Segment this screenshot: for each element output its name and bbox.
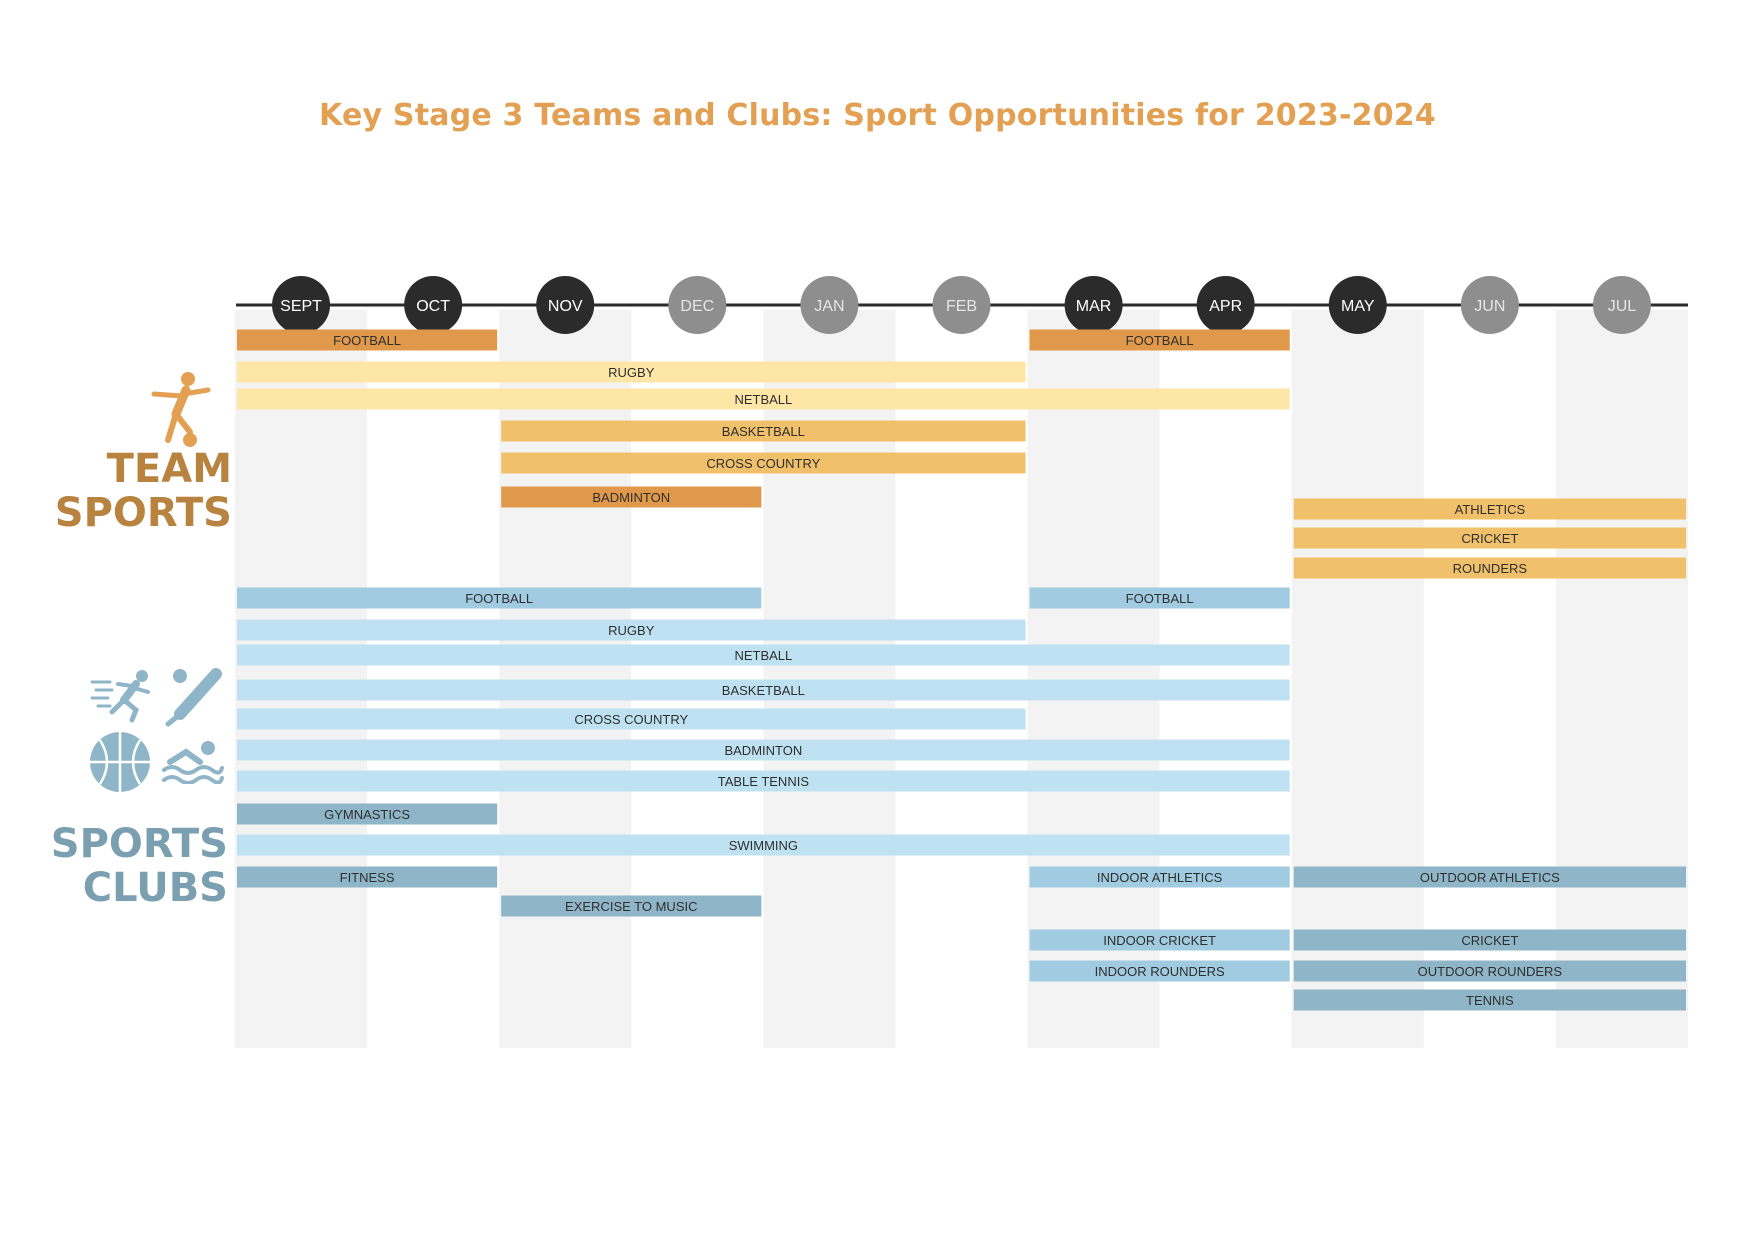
sports-clubs-bar-label: FOOTBALL [1126,591,1194,606]
sports-clubs-bar-outdoor-athletics [1293,866,1686,888]
sports-clubs-bar-cross-country [237,708,1026,730]
team-sports-bar-label: CROSS COUNTRY [706,456,820,471]
team-sports-bar-label: BASKETBALL [722,424,805,439]
team-sports-label: TEAM SPORTS [40,447,232,535]
sports-clubs-bar-badminton [237,739,1290,761]
page-title: Key Stage 3 Teams and Clubs: Sport Oppor… [319,98,1436,133]
month-label: MAR [1076,298,1112,315]
team-sports-bar-label: ROUNDERS [1453,561,1528,576]
month-column-jul [1555,310,1688,1048]
sports-clubs-bar-label: BASKETBALL [722,683,805,698]
sports-clubs-bar-rugby [237,619,1026,641]
sports-clubs-bar-label: INDOOR ROUNDERS [1095,964,1225,979]
team-sports-bar-label: BADMINTON [592,490,670,505]
month-label: APR [1209,298,1242,315]
basketball-icon [90,732,150,792]
sports-clubs-bar-label: GYMNASTICS [324,807,410,822]
sports-clubs-bar-label: TENNIS [1466,993,1514,1008]
month-marker-feb [932,276,991,334]
sports-clubs-bar-netball [237,644,1290,666]
sports-clubs-bar-gymnastics [237,803,498,825]
month-label: NOV [548,298,583,315]
month-marker-nov [536,276,595,334]
sports-clubs-bar-football [237,587,762,609]
sports-clubs-label-line1: SPORTS [50,821,228,867]
sports-clubs-bar-tennis [1293,989,1686,1011]
sports-clubs-bar-label: INDOOR CRICKET [1103,933,1216,948]
month-markers: SEPT OCT NOV DEC JAN FEB MAR APR MAY JUN JUL [272,276,1651,334]
team-sports-bar-football [237,329,498,351]
team-sports-bar-badminton [501,486,762,508]
sports-clubs-bar-swimming [237,834,1290,856]
cricket-bat-icon [165,668,222,727]
sports-clubs-bar-label: OUTDOOR ATHLETICS [1420,870,1560,885]
sports-clubs-bar-indoor-athletics [1029,866,1290,888]
sports-clubs-bar-label: RUGBY [608,623,655,638]
runner-icon [90,670,150,723]
sports-clubs-bar-cricket [1293,929,1686,951]
sports-clubs-bar-fitness [237,866,498,888]
sports-clubs-bar-label: NETBALL [734,648,792,663]
team-sports-bar-cricket [1293,527,1686,549]
sports-clubs-bar-label: EXERCISE TO MUSIC [565,899,697,914]
month-marker-jul [1592,276,1651,334]
sports-clubs-bar-indoor-cricket [1029,929,1290,951]
month-column-mar [1027,310,1160,1048]
sports-clubs-label: SPORTS CLUBS [40,822,228,910]
team-sports-bar-rugby [237,361,1026,383]
month-marker-sept [272,276,331,334]
team-sports-bar-cross-country [501,452,1026,474]
team-sports-label-line2: SPORTS [54,490,232,536]
team-sports-bar-athletics [1293,498,1686,520]
sports-clubs-bar-football [1029,587,1290,609]
sports-clubs-bar-exercise-to-music [501,895,762,917]
team-sports-bar-basketball [501,420,1026,442]
month-marker-jan [800,276,859,334]
sports-clubs-bar-label: FOOTBALL [465,591,533,606]
month-marker-dec [668,276,727,334]
team-sports-bar-rounders [1293,557,1686,579]
team-sports-bar-label: NETBALL [734,392,792,407]
month-marker-oct [404,276,463,334]
sports-clubs-bar-label: CRICKET [1461,933,1518,948]
month-marker-apr [1196,276,1255,334]
month-marker-mar [1064,276,1123,334]
month-column-sept [235,310,368,1048]
sports-clubs-bar-label: BADMINTON [724,743,802,758]
swimmer-icon [162,741,224,784]
team-sports-bar-football [1029,329,1290,351]
month-label: FEB [946,298,977,315]
sports-clubs-bar-label: FITNESS [340,870,395,885]
team-sports-bar-label: FOOTBALL [1126,333,1194,348]
month-column-may [1291,310,1424,1048]
month-label: JUN [1474,298,1505,315]
sports-clubs-bar-indoor-rounders [1029,960,1290,982]
team-sports-bar-label: RUGBY [608,365,655,380]
team-sports-label-line1: TEAM [106,446,232,492]
team-sports-bar-label: ATHLETICS [1455,502,1526,517]
month-label: SEPT [280,298,322,315]
sports-clubs-bar-table-tennis [237,770,1290,792]
sports-clubs-bar-outdoor-rounders [1293,960,1686,982]
month-marker-may [1328,276,1387,334]
football-player-icon [151,372,211,447]
month-label: MAY [1341,298,1375,315]
sports-clubs-bar-label: INDOOR ATHLETICS [1097,870,1223,885]
month-label: DEC [680,298,714,315]
month-label: JUL [1608,298,1637,315]
team-sports-bar-label: FOOTBALL [333,333,401,348]
activity-bars: FOOTBALL FOOTBALL RUGBY NETBALL BASKETBALL CR… [237,329,1686,1011]
team-sports-bar-netball [237,388,1290,410]
sports-clubs-bar-basketball [237,679,1290,701]
month-label: JAN [814,298,844,315]
sports-clubs-bar-label: TABLE TENNIS [718,774,810,789]
sports-clubs-bar-label: CROSS COUNTRY [574,712,688,727]
month-marker-jun [1460,276,1519,334]
month-label: OCT [416,298,450,315]
sports-clubs-bar-label: OUTDOOR ROUNDERS [1418,964,1563,979]
sports-clubs-label-line2: CLUBS [82,865,228,911]
team-sports-bar-label: CRICKET [1461,531,1518,546]
sports-clubs-bar-label: SWIMMING [729,838,798,853]
